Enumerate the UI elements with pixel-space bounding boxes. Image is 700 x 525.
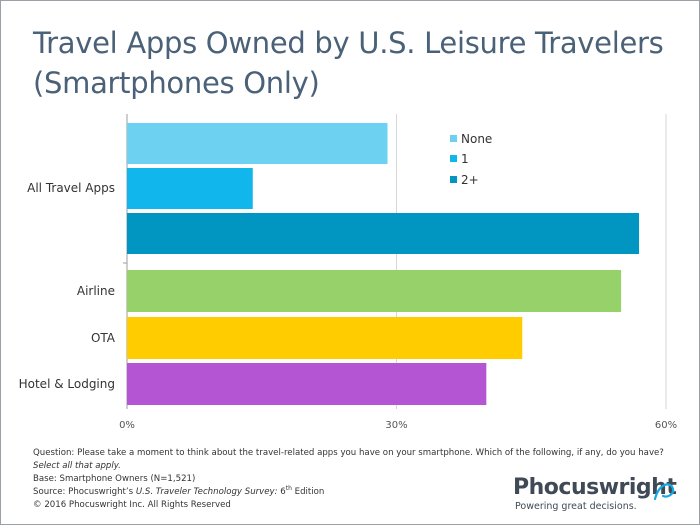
brand-tagline: Powering great decisions. — [515, 501, 637, 512]
brand-logo: Phocuswright Powering great decisions. — [513, 475, 683, 513]
legend-swatch — [450, 155, 457, 162]
category-label: OTA — [91, 331, 116, 345]
category-label: All Travel Apps — [27, 181, 115, 195]
x-tick-label: 30% — [385, 420, 407, 431]
legend-label: 2+ — [461, 173, 479, 187]
legend-label: None — [461, 132, 492, 146]
legend-label: 1 — [461, 152, 469, 166]
category-label: Airline — [77, 284, 115, 298]
footer-question: Question: Please take a moment to think … — [33, 448, 664, 471]
title-line-2: (Smartphones Only) — [33, 66, 320, 100]
bar-chart: 0% 30% 60% All Travel Apps Airline OTA Hotel &… — [19, 114, 677, 431]
bar-all-travel-apps-1 — [127, 168, 253, 209]
bar-all-travel-apps-none — [127, 123, 388, 164]
footer-source: Source: Phocuswright’s U.S. Traveler Tec… — [33, 485, 325, 497]
footer-base: Base: Smartphone Owners (N=1,521) — [33, 474, 196, 484]
bar-hotel-lodging — [127, 363, 487, 405]
brand-swoosh-icon — [653, 483, 675, 501]
footer-copyright: © 2016 Phocuswright Inc. All Rights Rese… — [33, 500, 231, 510]
bar-ota — [127, 317, 523, 359]
brand-name: Phocuswright — [513, 475, 677, 500]
bar-all-travel-apps-2plus — [127, 213, 640, 254]
x-tick-label: 0% — [119, 420, 135, 431]
chart-title: Travel Apps Owned by U.S. Leisure Travel… — [33, 23, 673, 103]
title-line-1: Travel Apps Owned by U.S. Leisure Travel… — [33, 26, 664, 60]
x-tick-label: 60% — [655, 420, 677, 431]
category-label: Hotel & Lodging — [19, 377, 115, 391]
legend-swatch — [450, 135, 457, 142]
bar-airline — [127, 270, 622, 312]
legend-swatch — [450, 176, 457, 183]
chart-footer: Question: Please take a moment to think … — [33, 447, 673, 512]
